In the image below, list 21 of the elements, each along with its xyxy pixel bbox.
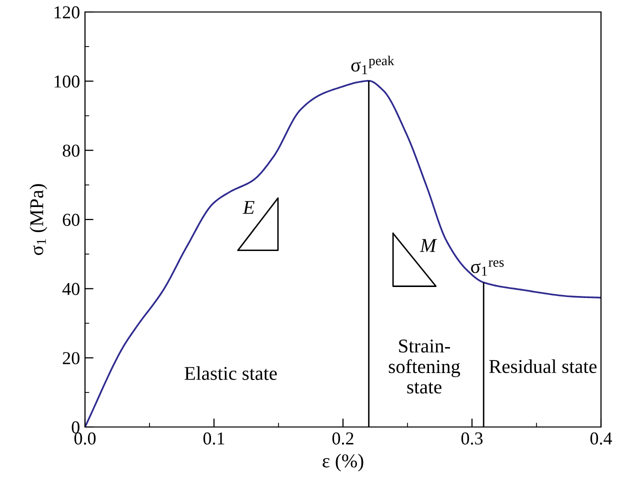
ref-line-label: σ$_{1}$$^{res}$ — [471, 260, 504, 276]
x-tick-label: 0.2 — [332, 432, 354, 445]
x-tick-label: 0.1 — [203, 432, 224, 445]
y-tick-label: 120 — [54, 6, 80, 18]
y-tick-label: 20 — [62, 352, 80, 364]
annotation: E — [242, 201, 254, 214]
x-tick-label: 0.3 — [461, 432, 483, 445]
y-axis-title: σ$_{1}$ (MPa) — [30, 184, 48, 256]
annotation: Strain- softening state — [388, 340, 460, 394]
annotation: Elastic state — [184, 366, 277, 380]
y-tick-label: 100 — [54, 75, 80, 88]
ref-line-label: σ$_{1}$$^{peak}$ — [351, 56, 394, 74]
y-tick-label: 60 — [62, 214, 80, 226]
x-tick-label: 0.0 — [74, 432, 96, 445]
x-axis-title: ε (%) — [322, 454, 364, 472]
y-tick-label: 0 — [72, 421, 80, 434]
y-tick-label: 40 — [62, 282, 80, 296]
y-tick-label: 80 — [62, 144, 80, 157]
annotation: M — [420, 239, 438, 252]
x-tick-label: 0.4 — [590, 432, 612, 445]
annotation: Residual state — [489, 359, 597, 374]
